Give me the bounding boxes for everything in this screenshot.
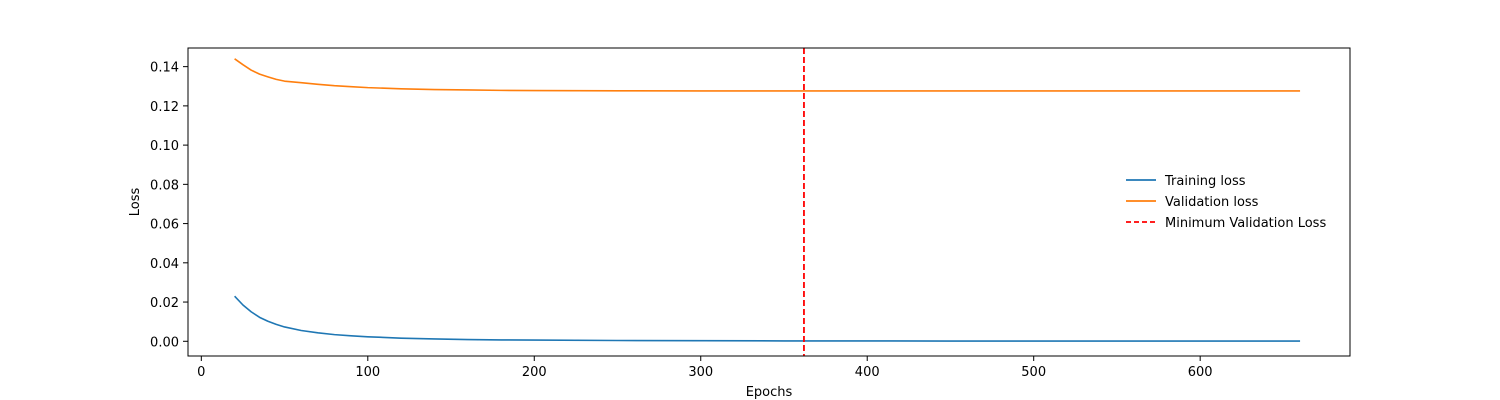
x-tick-label: 300 xyxy=(688,365,713,380)
legend-label: Training loss xyxy=(1164,174,1246,189)
plot-area xyxy=(234,48,1301,356)
plot-frame xyxy=(187,47,1351,357)
y-axis: 0.00 0.02 0.04 0.06 0.08 0.10 0.12 0.14 xyxy=(150,61,188,350)
y-axis-label: Loss xyxy=(128,188,143,217)
x-tick-label: 0 xyxy=(197,365,205,380)
y-tick-label: 0.14 xyxy=(150,61,179,76)
x-tick-label: 400 xyxy=(855,365,880,380)
legend-label: Validation loss xyxy=(1165,195,1259,210)
y-tick-label: 0.04 xyxy=(150,257,179,272)
x-axis: 0 100 200 300 400 500 600 xyxy=(197,356,1213,380)
y-tick-label: 0.00 xyxy=(150,335,179,350)
y-tick-label: 0.08 xyxy=(150,178,179,193)
series-line-validation-loss xyxy=(234,58,1301,92)
x-axis-label: Epochs xyxy=(746,385,793,400)
x-tick-label: 200 xyxy=(522,365,547,380)
legend: Training loss Validation loss Minimum Vali… xyxy=(1126,174,1326,231)
y-tick-label: 0.10 xyxy=(150,139,179,154)
y-tick-label: 0.02 xyxy=(150,296,179,311)
x-tick-label: 100 xyxy=(355,365,380,380)
series-line-training-loss xyxy=(234,295,1301,342)
x-tick-label: 500 xyxy=(1021,365,1046,380)
legend-label: Minimum Validation Loss xyxy=(1165,216,1326,231)
y-tick-label: 0.06 xyxy=(150,218,179,233)
y-tick-label: 0.12 xyxy=(150,100,179,115)
x-tick-label: 600 xyxy=(1188,365,1213,380)
